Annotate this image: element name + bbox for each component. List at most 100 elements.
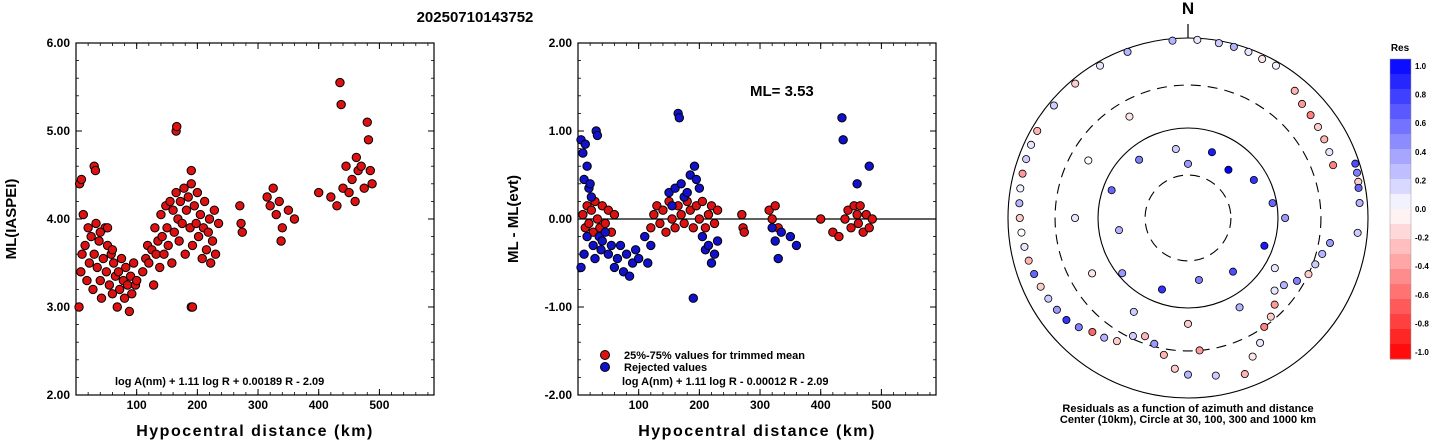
residual-point (1229, 42, 1238, 51)
data-point (767, 214, 777, 224)
data-point (336, 99, 346, 110)
x-tick-label: 400 (811, 398, 831, 412)
colorbar-title: Res (1391, 43, 1410, 54)
data-point (852, 209, 862, 220)
residual-point (1084, 156, 1093, 165)
residual-point (1270, 286, 1279, 295)
data-point (344, 187, 354, 198)
page-title: 20250710143752 (416, 9, 534, 26)
x-tick-label: 400 (309, 398, 329, 412)
data-point (112, 302, 122, 312)
x-axis-title: Hypocentral distance (km) (638, 423, 876, 440)
residual-point (1270, 300, 1279, 309)
data-point (88, 284, 98, 295)
residual-point (1052, 305, 1061, 314)
colorbar-label: 0.2 (1415, 176, 1427, 185)
data-point (592, 214, 603, 224)
data-point (709, 218, 720, 229)
data-point (597, 236, 607, 246)
x-tick-label: 200 (689, 398, 709, 412)
data-point (107, 245, 118, 255)
ring-1000km (1007, 37, 1369, 399)
data-point (694, 183, 705, 193)
residual-point (1298, 99, 1307, 108)
residual-point (1354, 183, 1363, 192)
data-point (157, 231, 167, 242)
data-point (107, 289, 118, 299)
residual-point (1017, 228, 1026, 237)
data-point (646, 240, 656, 251)
colorbar-cell (1390, 344, 1411, 360)
data-point (661, 227, 671, 237)
data-point (148, 280, 159, 290)
data-point (94, 236, 104, 246)
data-point (335, 77, 345, 88)
residual-point (1016, 184, 1025, 193)
colorbar-cell (1390, 299, 1411, 315)
ring-300km (1054, 84, 1322, 352)
residual-point (1071, 213, 1080, 222)
data-point (122, 280, 133, 290)
residual-point (1150, 339, 1159, 348)
residual-point (1258, 54, 1267, 63)
data-point (676, 209, 686, 220)
data-point (359, 183, 369, 193)
data-point (838, 135, 848, 145)
data-point (791, 240, 802, 251)
data-point (624, 271, 635, 281)
colorbar-cell (1390, 89, 1411, 105)
data-point (77, 249, 87, 259)
residual-point (1036, 282, 1045, 291)
data-point (326, 192, 336, 202)
residual-point (1096, 61, 1105, 70)
data-point (770, 201, 780, 211)
y-tick-label: 1.00 (549, 124, 573, 138)
residual-point (1171, 145, 1180, 154)
data-point (688, 223, 698, 233)
data-point (640, 231, 650, 242)
data-point (773, 253, 783, 264)
residual-point (1355, 198, 1364, 207)
residual-point (1260, 322, 1269, 331)
residual-point (1207, 148, 1216, 157)
residual-point (1224, 165, 1233, 174)
y-tick-label: 3.00 (47, 300, 71, 314)
data-point (785, 231, 796, 242)
data-point (606, 240, 617, 251)
residual-point (1115, 226, 1124, 235)
polar-caption-line1: Residuals as a function of azimuth and d… (1062, 403, 1313, 415)
data-point (175, 196, 186, 207)
data-point (91, 218, 101, 229)
data-point (119, 293, 130, 303)
data-point (237, 227, 247, 237)
residual-point (1170, 364, 1179, 373)
residual-point (1071, 79, 1080, 88)
data-point (82, 275, 92, 286)
colorbar-cell (1390, 164, 1411, 180)
data-point (155, 262, 165, 273)
data-point (582, 161, 592, 171)
colorbar-cell (1390, 329, 1411, 345)
colorbar-label: 0.0 (1415, 205, 1427, 214)
residual-point (1211, 371, 1220, 380)
colorbar-label: -0.6 (1415, 291, 1429, 300)
formula-text: log A(nm) + 1.11 log R + 0.00189 R - 2.0… (115, 376, 324, 388)
residual-point (1112, 337, 1121, 346)
data-point (187, 302, 198, 312)
data-point (114, 284, 125, 295)
data-point (124, 306, 135, 317)
residual-point (1129, 307, 1138, 316)
data-point (864, 223, 874, 233)
residual-point (1184, 370, 1193, 379)
residual-point (1118, 269, 1127, 278)
data-point (289, 214, 300, 224)
legend-marker-trimmed (600, 350, 610, 360)
data-point (586, 192, 597, 202)
data-point (582, 231, 592, 242)
data-point (108, 258, 119, 268)
data-point (363, 135, 374, 145)
residual-point (1329, 161, 1338, 170)
data-point (236, 218, 246, 229)
data-point (737, 209, 747, 220)
data-point (195, 209, 206, 220)
